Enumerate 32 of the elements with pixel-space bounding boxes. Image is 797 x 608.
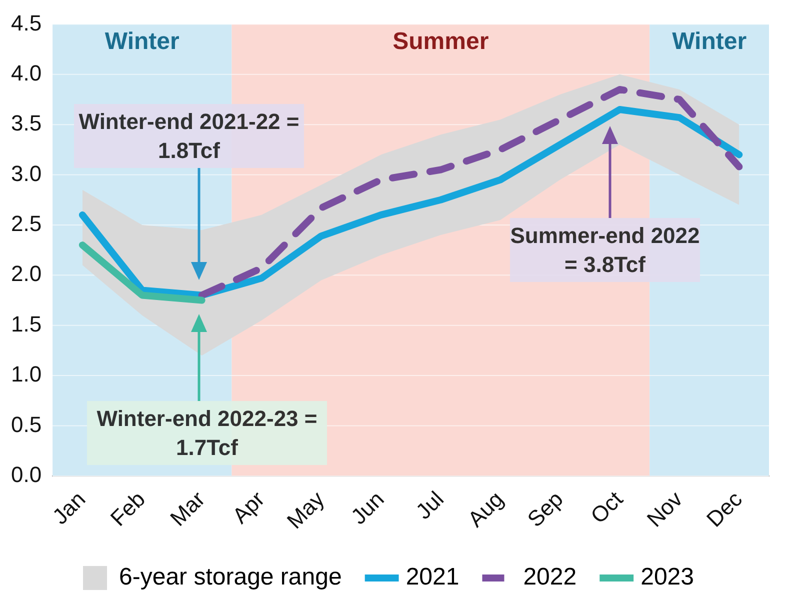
x-tick-label: Apr bbox=[227, 486, 270, 528]
legend-label: 6-year storage range bbox=[119, 564, 342, 591]
x-tick-label: Aug bbox=[462, 486, 508, 532]
x-tick-label: Jul bbox=[410, 486, 448, 524]
annotation: Winter-end 2021-22 = 1.8Tcf bbox=[74, 104, 304, 168]
y-tick-label: 3.5 bbox=[10, 110, 42, 136]
y-tick-label: 1.5 bbox=[10, 311, 42, 336]
legend-label: 2022 bbox=[523, 564, 577, 591]
annotation: Summer-end 2022 = 3.8Tcf bbox=[510, 218, 700, 282]
x-tick-label: Oct bbox=[586, 486, 628, 528]
annotation: Winter-end 2022-23 = 1.7Tcf bbox=[87, 401, 327, 465]
y-tick-label: 0.5 bbox=[10, 412, 42, 437]
legend-label: 2021 bbox=[406, 564, 460, 591]
y-tick-label: 1.0 bbox=[10, 362, 42, 387]
x-tick-label: Jun bbox=[346, 486, 389, 530]
legend-label: 2023 bbox=[640, 564, 694, 591]
x-tick-label: Feb bbox=[105, 486, 150, 531]
y-tick-label: 3.0 bbox=[10, 160, 42, 186]
x-tick-label: Jan bbox=[47, 486, 90, 530]
band-label: Winter bbox=[104, 28, 180, 55]
y-tick-label: 2.0 bbox=[10, 261, 42, 286]
x-tick-label: Dec bbox=[702, 486, 747, 532]
y-tick-label: 4.0 bbox=[10, 60, 42, 86]
band-label: Summer bbox=[392, 28, 489, 55]
x-tick-label: Nov bbox=[642, 486, 688, 532]
x-tick-label: May bbox=[282, 486, 330, 534]
x-tick-label: Mar bbox=[165, 486, 210, 531]
y-tick-label: 4.5 bbox=[10, 10, 42, 36]
y-tick-label: 2.5 bbox=[10, 211, 42, 236]
band-label: Winter bbox=[672, 28, 747, 55]
x-tick-label: Sep bbox=[522, 486, 568, 532]
y-tick-label: 0.0 bbox=[10, 462, 42, 488]
